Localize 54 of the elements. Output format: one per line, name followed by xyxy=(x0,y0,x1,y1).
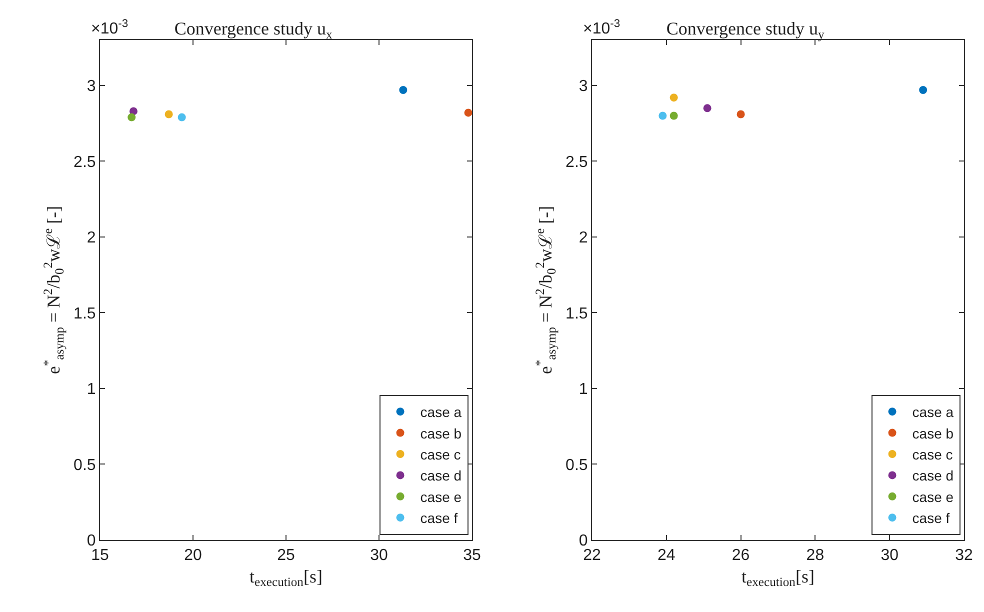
x-tick-label: 35 xyxy=(463,547,481,564)
x-tick-label: 28 xyxy=(806,547,824,564)
x-tick-label: 32 xyxy=(955,547,973,564)
legend-label: case e xyxy=(420,488,462,505)
legend-label: case b xyxy=(420,425,462,442)
legend-label: case c xyxy=(420,446,461,462)
point xyxy=(703,104,712,112)
point xyxy=(658,112,667,120)
chart-title: Convergence study u$_{x}$ xyxy=(174,18,334,42)
legend-label: case a xyxy=(420,404,462,420)
point xyxy=(178,113,186,122)
text: ×10$^{-3}$ xyxy=(91,18,128,38)
legend-label: case a xyxy=(912,404,954,420)
legend-label: case c xyxy=(912,446,953,462)
y-tick-label: 0 xyxy=(578,532,588,550)
y-tick-label: 2 xyxy=(578,230,588,247)
x-tick-label: 30 xyxy=(370,547,388,564)
x-tick-label: 20 xyxy=(184,547,202,564)
y-tick-label: 1 xyxy=(86,381,96,398)
x-tick-label: 24 xyxy=(658,547,676,564)
x-tick-label: 26 xyxy=(732,547,750,564)
y-tick-label: 0.5 xyxy=(74,456,96,474)
legend-label: case b xyxy=(912,425,954,442)
x-tick-label: 25 xyxy=(277,547,295,564)
legend-label: case d xyxy=(420,468,462,484)
y-tick-label: 2.5 xyxy=(74,154,96,171)
chart-title: Convergence study u$_{y}$ xyxy=(666,18,826,42)
point xyxy=(128,113,136,122)
legend-label: case f xyxy=(420,510,458,526)
point xyxy=(464,108,472,117)
legend-label: case e xyxy=(912,488,954,505)
x-tick-label: 30 xyxy=(880,547,899,564)
point xyxy=(670,112,678,120)
y-tick-label: 2 xyxy=(86,230,96,247)
y-tick-label: 0 xyxy=(86,532,96,550)
y-tick-label: 1 xyxy=(578,381,588,398)
x-tick-label: 15 xyxy=(91,547,109,564)
text: ×10$^{-3}$ xyxy=(583,18,620,38)
x-tick-label: 22 xyxy=(583,547,601,564)
x-axis-title: t$_{execution}$[s] xyxy=(742,566,814,590)
x-axis-title: t$_{execution}$[s] xyxy=(250,566,322,590)
point xyxy=(164,110,173,118)
y-tick-label: 1.5 xyxy=(566,305,588,322)
legend-label: case d xyxy=(912,468,954,484)
point xyxy=(919,86,928,94)
y-tick-label: 3 xyxy=(578,78,588,96)
y-tick-label: 0.5 xyxy=(566,456,588,474)
y-tick-label: 3 xyxy=(86,78,96,96)
point xyxy=(399,86,408,94)
point xyxy=(670,94,678,102)
point xyxy=(736,110,745,118)
legend-label: case f xyxy=(912,510,950,526)
y-tick-label: 1.5 xyxy=(74,305,96,322)
y-tick-label: 2.5 xyxy=(566,154,588,171)
